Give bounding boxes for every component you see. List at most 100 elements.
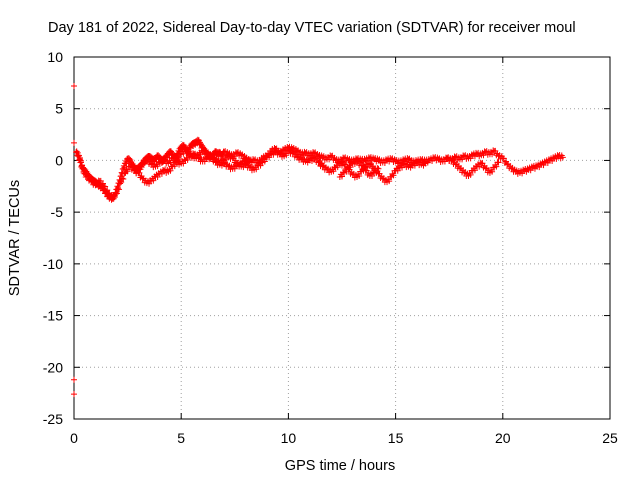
data-point <box>218 153 225 160</box>
data-point <box>394 167 401 174</box>
data-point <box>113 190 120 197</box>
data-point <box>118 179 125 186</box>
data-point <box>330 168 337 175</box>
data-point <box>231 165 238 172</box>
data-point <box>120 165 127 172</box>
data-point <box>116 186 123 193</box>
grid-lines <box>74 57 610 419</box>
data-point <box>283 152 290 159</box>
data-point <box>459 156 466 163</box>
data-point <box>182 147 189 154</box>
data-point <box>311 155 318 162</box>
data-point <box>203 150 210 157</box>
x-tick-label: 15 <box>388 430 404 446</box>
y-tick-label: 5 <box>55 101 63 117</box>
data-point <box>221 160 228 167</box>
data-point <box>334 164 341 171</box>
data-point <box>71 376 77 383</box>
y-tick-label: -10 <box>43 256 63 272</box>
data-point <box>261 158 268 165</box>
data-point <box>139 176 146 183</box>
data-point <box>167 167 174 174</box>
data-point <box>493 163 500 170</box>
data-point <box>117 180 124 187</box>
data-point <box>80 165 87 172</box>
data-point <box>411 162 418 169</box>
data-point <box>223 156 230 163</box>
data-point <box>197 151 204 158</box>
x-tick-label: 25 <box>602 430 618 446</box>
data-point <box>77 157 84 164</box>
data-point <box>71 391 77 398</box>
data-point <box>167 159 174 166</box>
data-point <box>171 163 178 170</box>
data-point <box>245 156 252 163</box>
data-point <box>266 154 273 161</box>
data-point <box>257 162 264 169</box>
data-point <box>495 159 502 166</box>
data-point <box>120 176 127 183</box>
data-point <box>88 178 95 185</box>
data-point <box>180 160 187 167</box>
data-point <box>405 156 412 163</box>
data-point <box>467 155 474 162</box>
y-tick-label: -25 <box>43 411 63 427</box>
data-point <box>326 156 333 163</box>
data-point <box>293 148 300 155</box>
data-point <box>246 157 253 164</box>
data-point <box>504 161 511 168</box>
x-axis-title: GPS time / hours <box>285 458 395 474</box>
data-point <box>476 163 483 170</box>
data-point <box>489 168 496 175</box>
data-point <box>343 168 350 175</box>
data-point <box>315 159 322 166</box>
data-point <box>143 157 150 164</box>
y-tick-label: -15 <box>43 308 63 324</box>
data-point <box>83 173 90 180</box>
data-point <box>94 181 101 188</box>
data-point <box>339 173 345 180</box>
data-point <box>154 163 161 170</box>
plot-frame <box>73 56 611 420</box>
data-point <box>399 164 406 171</box>
data-point <box>138 160 145 167</box>
data-point <box>347 164 354 171</box>
data-point <box>448 157 455 164</box>
data-point <box>289 150 296 157</box>
data-point <box>319 163 326 170</box>
data-point <box>76 154 83 161</box>
data-point <box>421 159 428 166</box>
data-point <box>354 158 361 165</box>
data-point <box>456 165 463 172</box>
data-point <box>184 156 191 163</box>
data-point <box>122 160 129 167</box>
data-point <box>422 160 429 167</box>
data-point <box>99 180 106 187</box>
data-point <box>191 151 198 158</box>
x-tick-label: 20 <box>495 430 511 446</box>
y-tick-labels: 10 5 0 -5 -10 -15 -20 -25 <box>43 49 63 427</box>
data-point <box>559 154 566 161</box>
data-point <box>79 162 86 169</box>
y-tick-label: 10 <box>47 49 63 65</box>
data-point <box>161 157 168 164</box>
chart-title: Day 181 of 2022, Sidereal Day-to-day VTE… <box>48 20 576 36</box>
data-point <box>201 158 208 165</box>
x-tick-label: 10 <box>281 430 297 446</box>
data-point <box>105 190 112 197</box>
data-point <box>253 166 260 173</box>
data-point <box>111 194 118 201</box>
data-point <box>471 167 478 174</box>
data-point <box>137 166 144 173</box>
data-point <box>366 161 373 168</box>
data-point <box>77 157 84 164</box>
data-point <box>461 169 468 176</box>
data-point <box>150 177 157 184</box>
data-point <box>102 183 109 190</box>
data-point <box>121 170 128 177</box>
data-point <box>375 165 382 172</box>
data-point <box>374 165 381 172</box>
data-point <box>369 172 376 179</box>
y-axis-title: SDTVAR / TECUs <box>7 180 23 296</box>
